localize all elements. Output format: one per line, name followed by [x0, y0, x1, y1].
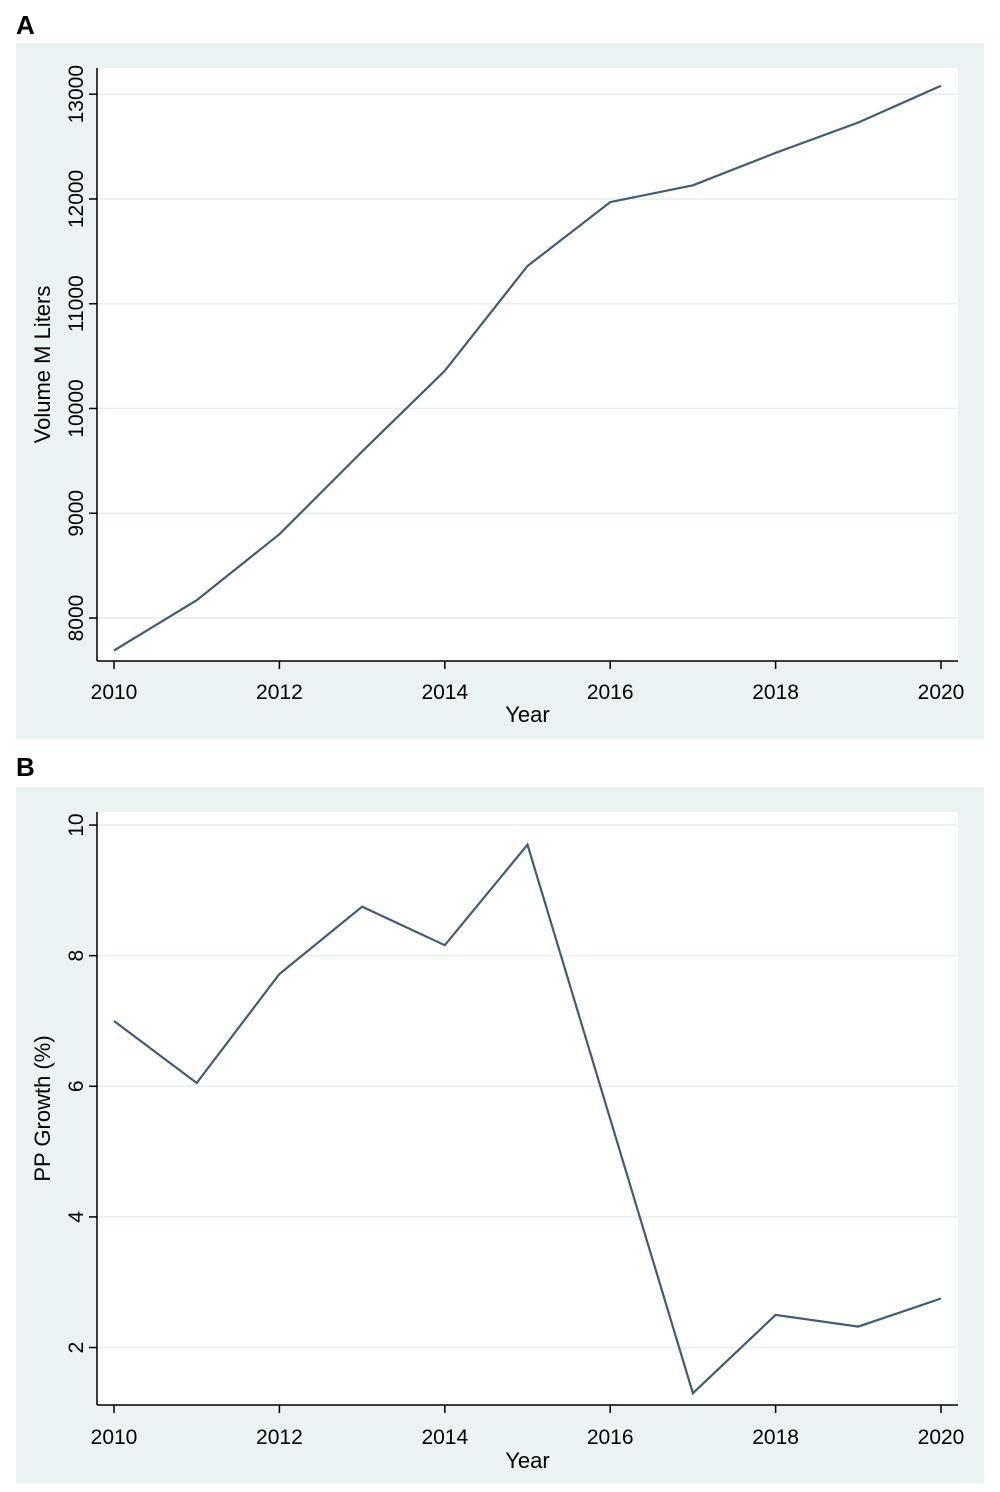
chart-b-xtick-label-2016: 2016 — [587, 1426, 634, 1449]
chart-a-series-line — [113, 84, 942, 652]
chart-a-ytick-label-8000: 8000 — [65, 595, 88, 642]
chart-a-point-2014 — [444, 370, 446, 372]
chart-a-point-2012 — [278, 533, 280, 535]
chart-a-xtick-label-2012: 2012 — [256, 681, 303, 704]
chart-a-ytick-label-12000: 12000 — [65, 170, 88, 228]
chart-b-point-2018 — [775, 1314, 777, 1316]
chart-b-ytick-label-4: 4 — [65, 1211, 88, 1223]
chart-a-xtick-label-2018: 2018 — [752, 681, 799, 704]
chart-a-point-2015 — [527, 265, 529, 267]
chart-b: 2 4 6 8 10 2010 2012 2014 2016 2018 2020 Year PP Gro… — [16, 787, 984, 1483]
chart-b-point-2012 — [278, 973, 280, 975]
chart-a-y-axis-label: Volume M Liters — [30, 286, 55, 444]
chart-b-xtick-label-2010: 2010 — [91, 1426, 138, 1449]
chart-b-point-2014 — [444, 944, 446, 946]
chart-a: 8000 9000 10000 11000 12000 13000 2010 2012 2014… — [16, 43, 984, 739]
chart-b-point-2010 — [113, 1020, 115, 1022]
chart-a-ytick-label-11000: 11000 — [65, 275, 88, 332]
chart-b-point-2020 — [940, 1298, 942, 1300]
chart-b-point-2011 — [196, 1082, 198, 1084]
chart-a-point-2017 — [692, 184, 694, 186]
chart-a-xtick-label-2010: 2010 — [91, 681, 138, 704]
chart-a-ytick-label-9000: 9000 — [65, 490, 88, 537]
chart-a-xtick-label-2020: 2020 — [918, 681, 965, 704]
chart-b-ytick-label-2: 2 — [65, 1342, 88, 1354]
chart-b-xtick-label-2014: 2014 — [421, 1426, 468, 1449]
chart-a-point-2018 — [775, 152, 777, 154]
chart-a-xtick-label-2014: 2014 — [421, 681, 468, 704]
panel-b-label: B — [16, 752, 35, 782]
chart-b-series-line — [113, 842, 942, 1396]
chart-a-x-axis-label: Year — [505, 702, 549, 727]
chart-b-xtick-label-2020: 2020 — [918, 1426, 965, 1449]
chart-a-point-2013 — [361, 450, 363, 452]
chart-a-ytick-label-10000: 10000 — [65, 379, 88, 437]
chart-b-point-2017 — [692, 1392, 694, 1394]
panel-a-label: A — [16, 10, 35, 40]
chart-b-x-axis-label: Year — [505, 1448, 549, 1473]
chart-b-ytick-label-8: 8 — [65, 950, 88, 962]
chart-b-point-2015 — [527, 844, 529, 846]
chart-b-point-2016 — [609, 1118, 611, 1120]
chart-b-y-axis-label: PP Growth (%) — [30, 1035, 55, 1181]
chart-a-xtick-label-2016: 2016 — [587, 681, 634, 704]
chart-b-plot-area — [97, 812, 958, 1405]
chart-a-point-2020 — [940, 85, 942, 87]
chart-a-point-2019 — [857, 121, 859, 123]
chart-a-point-2016 — [609, 201, 611, 203]
chart-a-point-2010 — [113, 650, 115, 652]
chart-b-point-2019 — [857, 1326, 859, 1328]
chart-b-xtick-label-2012: 2012 — [256, 1426, 303, 1449]
chart-b-ytick-label-6: 6 — [65, 1080, 88, 1092]
chart-a-ytick-label-13000: 13000 — [65, 65, 88, 123]
chart-b-ytick-label-10: 10 — [65, 813, 88, 836]
chart-b-xtick-label-2018: 2018 — [752, 1426, 799, 1449]
chart-b-point-2013 — [361, 906, 363, 908]
chart-a-point-2011 — [196, 599, 198, 601]
chart-a-plot-area — [97, 68, 958, 661]
